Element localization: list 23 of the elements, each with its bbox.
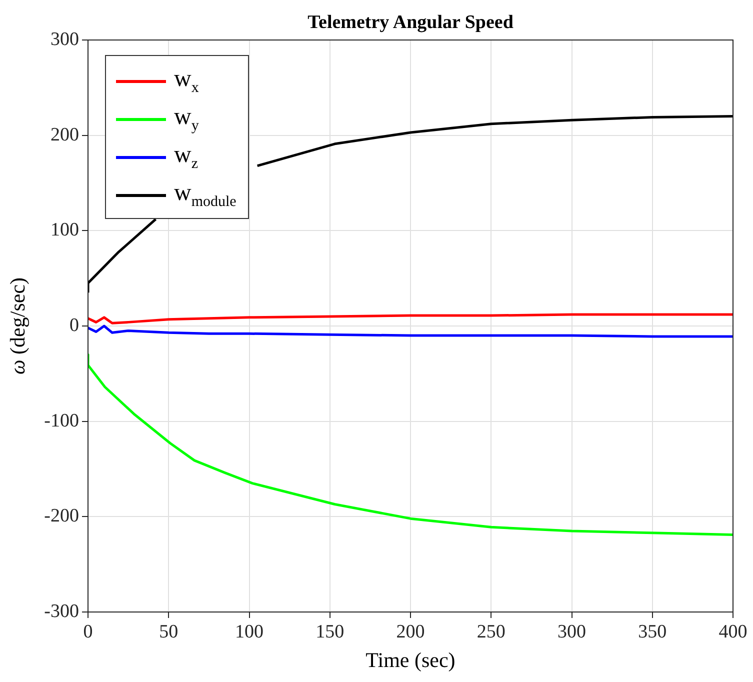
x-tick-label: 300 [558, 621, 586, 642]
x-tick-label: 350 [638, 621, 667, 642]
legend-label: w$_{y}$ [174, 104, 199, 134]
x-tick-label: 0 [83, 621, 93, 642]
x-tick-label: 200 [396, 621, 425, 642]
x-tick-label: 250 [476, 621, 506, 642]
legend-label: w$_{module}$ [174, 180, 236, 210]
y-tick-label: -200 [44, 506, 79, 527]
x-tick-label: 400 [718, 621, 748, 642]
y-tick-label: 0 [70, 314, 79, 336]
y-tick-label: -100 [44, 410, 79, 432]
y-tick-label: 100 [50, 220, 79, 241]
x-tick-label: 100 [235, 621, 264, 642]
y-tick-label: 200 [50, 124, 79, 146]
x-tick-label: 50 [159, 621, 178, 642]
legend-label: w$_{x}$ [174, 66, 199, 96]
y-tick-label: -300 [44, 600, 79, 622]
chart-title: Telemetry Angular Speed [306, 12, 514, 34]
x-tick-label: 150 [316, 621, 344, 642]
y-axis-title: ω (deg/sec) [6, 277, 30, 375]
x-axis-title: Time (sec) [364, 648, 456, 673]
y-tick-label: 300 [50, 28, 79, 50]
legend-label: w$_{z}$ [174, 142, 198, 172]
